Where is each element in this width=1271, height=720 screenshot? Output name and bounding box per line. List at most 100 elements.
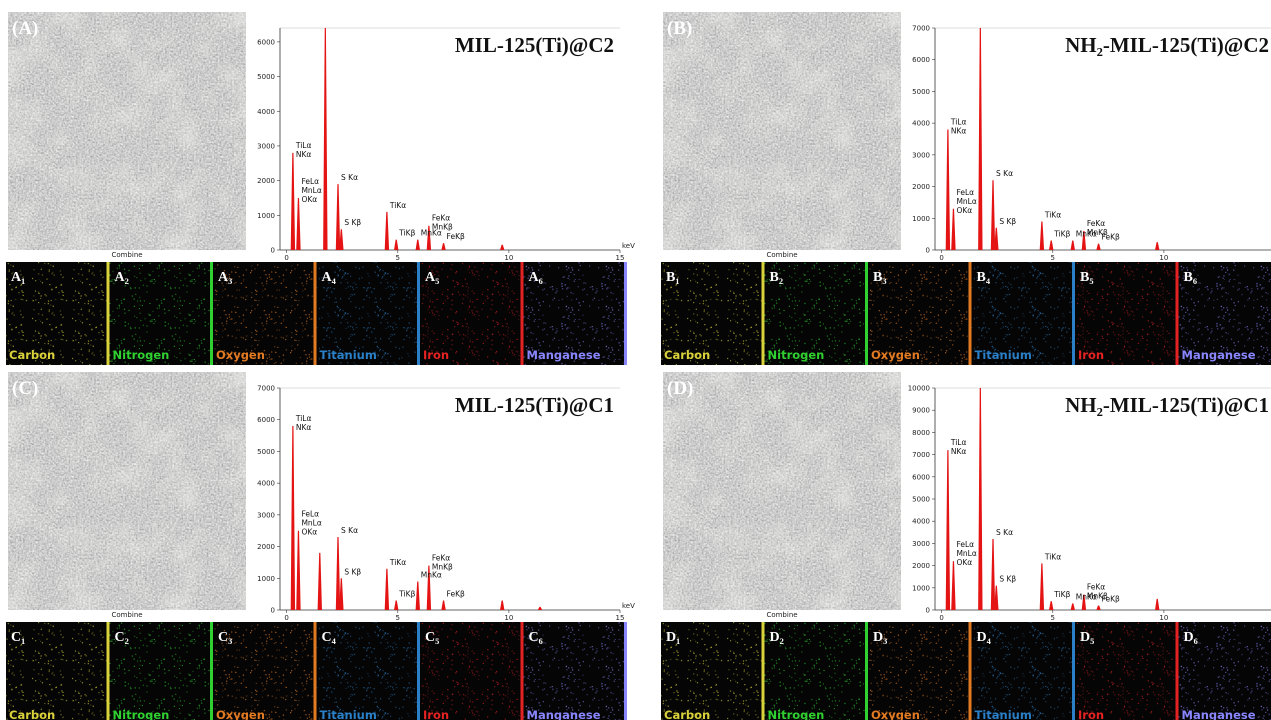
peak-label: OKα xyxy=(956,206,972,215)
element-name: Nitrogen xyxy=(768,708,825,720)
y-tick-label: 1000 xyxy=(912,584,930,592)
peak-label: NKα xyxy=(951,126,967,135)
element-name: Iron xyxy=(423,708,449,720)
peak-label: TiKβ xyxy=(398,229,415,238)
map-label: A₁ xyxy=(11,270,25,285)
element-name: Nitrogen xyxy=(113,708,170,720)
element-name: Carbon xyxy=(664,348,710,362)
color-bar xyxy=(314,262,317,365)
element-name: Manganese xyxy=(527,708,601,720)
map-label: A₄ xyxy=(322,270,337,285)
peak xyxy=(1040,221,1044,250)
peak-label: FeKα xyxy=(432,554,450,563)
peak xyxy=(991,180,995,250)
map-label: C₃ xyxy=(218,630,232,645)
color-bar xyxy=(417,262,420,365)
peak xyxy=(500,600,504,610)
peak xyxy=(1040,563,1044,610)
y-tick-label: 5000 xyxy=(257,73,275,81)
color-bar xyxy=(762,262,765,365)
y-tick-label: 1000 xyxy=(257,212,275,220)
peak-label: MnLα xyxy=(956,197,976,206)
peak-label: TiLα xyxy=(295,141,312,150)
peak xyxy=(500,245,504,250)
y-tick-label: 4000 xyxy=(912,518,930,526)
peak xyxy=(394,240,398,250)
element-name: Oxygen xyxy=(871,708,920,720)
spectrum-plot xyxy=(291,426,543,610)
peak xyxy=(946,450,950,610)
x-axis-label: keV xyxy=(622,242,635,250)
image-caption: Combine xyxy=(766,611,797,619)
color-bar xyxy=(1072,622,1075,720)
peak xyxy=(1096,244,1100,250)
peak-label: TiLα xyxy=(950,438,967,447)
color-bar xyxy=(521,622,524,720)
spectrum-title: MIL-125(Ti)@C1 xyxy=(455,393,614,417)
color-bar xyxy=(107,622,110,720)
x-tick-label: 15 xyxy=(616,254,625,262)
peak-label: FeKβ xyxy=(447,589,465,598)
image-caption: Combine xyxy=(766,251,797,259)
x-tick-label: 0 xyxy=(939,254,943,262)
peak xyxy=(978,28,982,250)
peak-label: S Kβ xyxy=(999,575,1016,584)
y-tick-label: 5000 xyxy=(912,88,930,96)
peak-label: S Kα xyxy=(341,526,358,535)
peak-label: TiKβ xyxy=(1053,590,1070,599)
element-name: Manganese xyxy=(1182,708,1256,720)
peak xyxy=(291,426,295,610)
color-bar xyxy=(210,262,213,365)
peak-label: MnLα xyxy=(301,519,321,528)
peak-label: FeLα xyxy=(956,540,974,549)
element-name: Titanium xyxy=(975,348,1032,362)
peak-label: OKα xyxy=(301,195,317,204)
panel-label: (C) xyxy=(12,378,38,399)
x-tick-label: 10 xyxy=(1159,614,1168,622)
y-tick-label: 2000 xyxy=(912,183,930,191)
spectrum-title: MIL-125(Ti)@C2 xyxy=(455,33,614,57)
peak-label: FeLα xyxy=(301,510,319,519)
sem-particles xyxy=(663,372,901,610)
peak-label: S Kβ xyxy=(344,218,361,227)
peak-label: TiKα xyxy=(389,558,406,567)
peak xyxy=(951,209,955,250)
map-label: B₂ xyxy=(770,270,784,285)
peak xyxy=(1071,240,1075,250)
peak-label: S Kα xyxy=(996,169,1013,178)
peak xyxy=(538,607,542,610)
peak-label: FeKα xyxy=(432,214,450,223)
y-tick-label: 9000 xyxy=(912,407,930,415)
color-bar xyxy=(624,262,627,365)
y-tick-label: 2000 xyxy=(257,177,275,185)
map-label: C₅ xyxy=(425,630,439,645)
panel-label: (B) xyxy=(667,18,692,39)
map-label: B₅ xyxy=(1080,270,1094,285)
sem-particles xyxy=(8,12,246,250)
panel-label: (D) xyxy=(667,378,693,399)
page: {"elements":[{"name":"Carbon","color":"#… xyxy=(0,0,1271,720)
y-tick-label: 7000 xyxy=(257,385,275,393)
y-tick-label: 1000 xyxy=(912,215,930,223)
y-tick-label: 7000 xyxy=(912,25,930,33)
y-tick-label: 3000 xyxy=(912,540,930,548)
peak-label: FeKα xyxy=(1087,582,1105,591)
peak xyxy=(385,212,389,250)
map-label: C₄ xyxy=(322,630,337,645)
element-name: Carbon xyxy=(9,348,55,362)
color-bar xyxy=(1072,262,1075,365)
color-bar xyxy=(417,622,420,720)
peak xyxy=(441,600,445,610)
color-bar xyxy=(969,262,972,365)
y-tick-label: 6000 xyxy=(912,473,930,481)
peak-label: FeLα xyxy=(301,177,319,186)
y-tick-label: 0 xyxy=(926,607,930,615)
peak xyxy=(1071,603,1075,610)
peak xyxy=(991,539,995,610)
element-name: Nitrogen xyxy=(768,348,825,362)
peak-label: MnLα xyxy=(956,549,976,558)
panel-label: (A) xyxy=(12,18,38,39)
element-name: Nitrogen xyxy=(113,348,170,362)
y-tick-label: 4000 xyxy=(257,480,275,488)
image-caption: Combine xyxy=(111,611,142,619)
